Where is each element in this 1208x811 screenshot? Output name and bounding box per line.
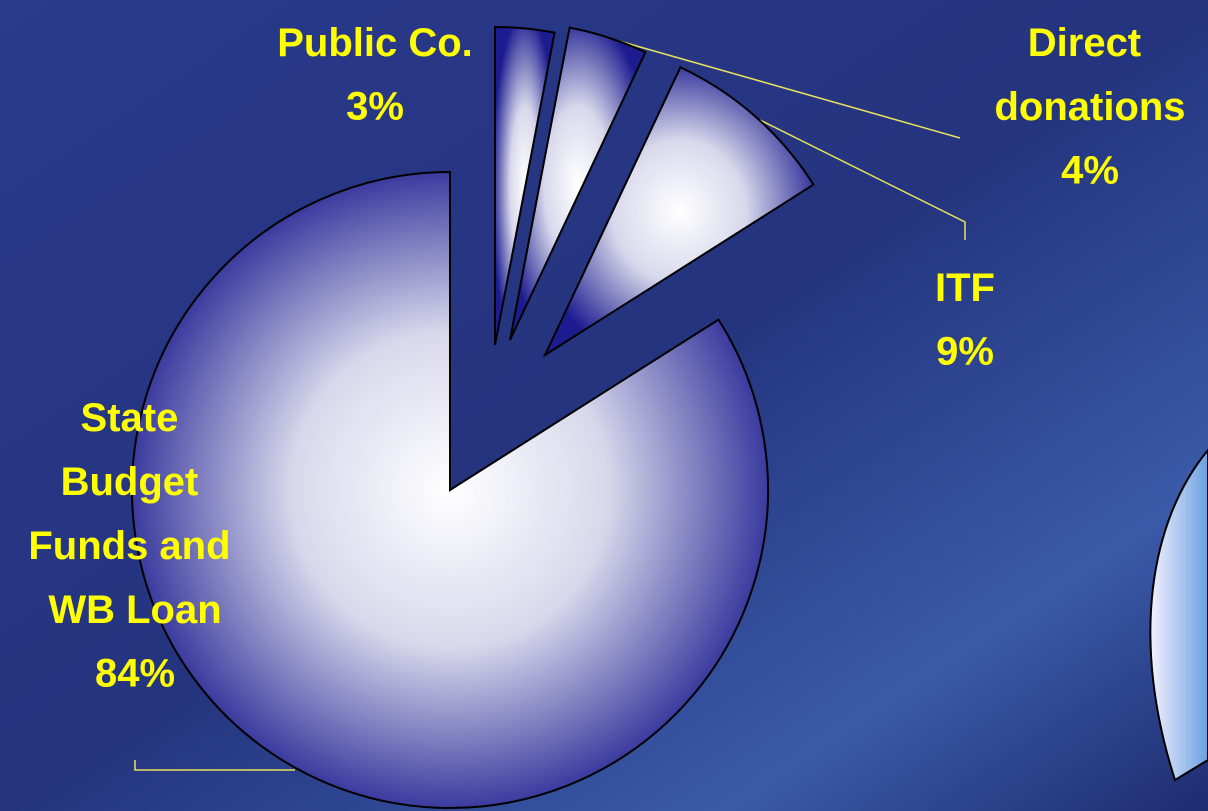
- slice-label: State Budget Funds and WB Loan: [28, 396, 241, 632]
- pie-slice: [509, 26, 647, 341]
- value-label: 9%: [936, 330, 994, 374]
- slice-label: Direct donations: [994, 21, 1185, 129]
- pie-slice: [131, 170, 769, 809]
- pie-slice: [494, 25, 556, 346]
- value-label: 4%: [1061, 149, 1119, 193]
- leader-line: [134, 760, 295, 771]
- slice-label: ITF: [935, 266, 995, 310]
- value-label: 3%: [346, 85, 404, 129]
- value-label: 84%: [95, 652, 175, 696]
- pie-slice: [542, 65, 815, 358]
- slice-label: Public Co.: [277, 21, 473, 65]
- leader-lines: [134, 36, 966, 771]
- leader-line: [604, 36, 961, 139]
- leader-line: [759, 119, 966, 240]
- decoration: [1149, 448, 1208, 782]
